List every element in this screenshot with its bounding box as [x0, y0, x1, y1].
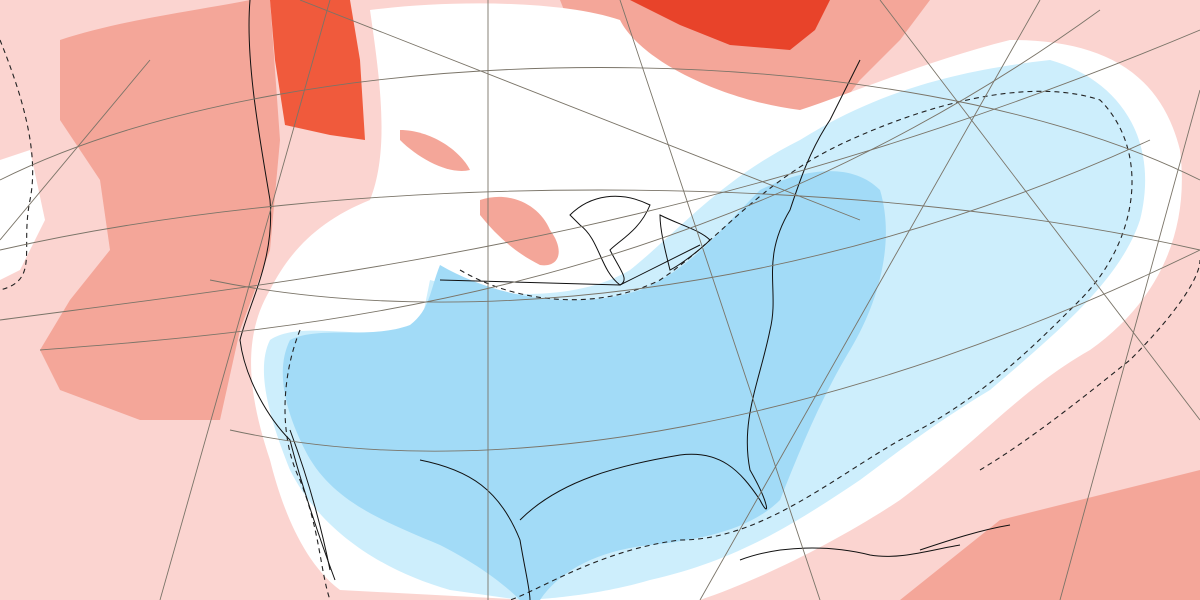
coastline-west — [239, 0, 336, 581]
latitude-line — [0, 189, 1200, 251]
strong-warm-west — [270, 0, 365, 140]
latitude-line — [0, 29, 1200, 321]
great-lakes-east — [659, 214, 711, 271]
meridian — [1059, 89, 1200, 600]
border-us-canada — [439, 244, 701, 286]
coastline-baja — [289, 429, 331, 571]
meridian — [299, 0, 861, 221]
warm-anomaly-north — [560, 0, 930, 120]
warm-anomaly-central — [480, 196, 559, 266]
latitude-line — [39, 9, 1101, 351]
warm-anomaly-central-2 — [400, 130, 470, 171]
meridian — [0, 59, 151, 241]
latitude-line — [0, 67, 1200, 181]
meridian — [159, 0, 331, 600]
dashed-contour-west — [284, 329, 331, 600]
latitude-line — [229, 249, 1200, 452]
latitude-line — [209, 139, 1151, 303]
warm-anomaly-west — [40, 0, 280, 420]
meridian — [879, 0, 1200, 421]
strong-cool-anomaly-area — [282, 171, 886, 600]
warm-anomaly-southeast — [900, 470, 1200, 600]
dashed-contour-far-west — [0, 39, 34, 291]
meridian — [619, 0, 821, 600]
meridian — [699, 0, 1041, 600]
dashed-contour-atlantic — [979, 259, 1200, 471]
coastline-hispaniola — [919, 524, 1011, 551]
great-lakes — [569, 195, 651, 286]
strong-warm-north — [630, 0, 830, 50]
coastline-mexico — [419, 459, 531, 600]
coastline-cuba — [739, 544, 961, 561]
coastline-east — [519, 59, 861, 521]
